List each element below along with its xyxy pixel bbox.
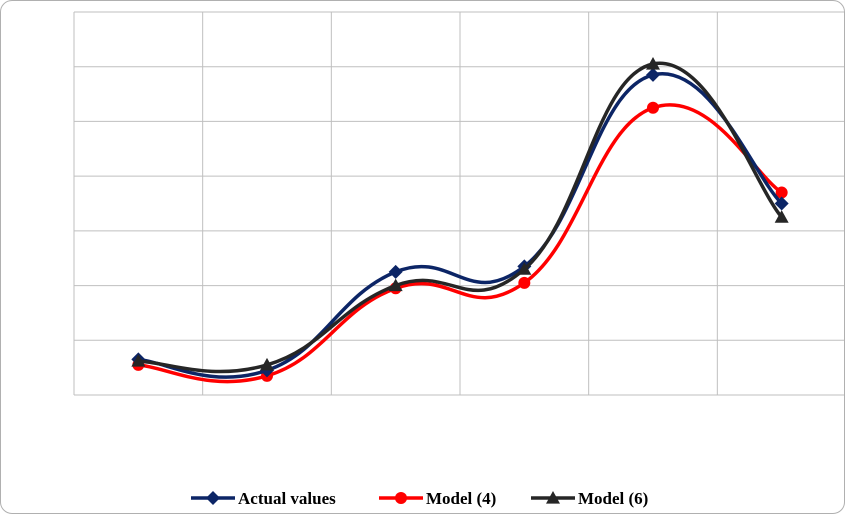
- legend: Actual values Model (4) Model (6): [191, 489, 648, 508]
- data-point: [260, 357, 274, 371]
- legend-label: Model (4): [426, 489, 496, 508]
- data-point: [774, 196, 789, 211]
- data-point: [646, 67, 660, 82]
- legend-label: Model (6): [578, 489, 648, 508]
- data-point: [388, 278, 403, 292]
- legend-marker: [395, 492, 407, 504]
- gridlines: [73, 11, 844, 396]
- data-point: [775, 186, 788, 199]
- legend-item: Model (6): [531, 489, 648, 508]
- data-point: [774, 210, 789, 223]
- series-layer: [131, 56, 789, 384]
- legend-marker: [206, 491, 220, 505]
- legend-item: Model (4): [379, 489, 496, 508]
- data-point: [131, 354, 146, 367]
- series-3: [131, 56, 789, 374]
- data-point: [518, 276, 531, 289]
- data-point: [517, 262, 532, 275]
- data-point: [646, 56, 660, 70]
- data-point: [647, 101, 659, 114]
- legend-item: Actual values: [191, 489, 336, 508]
- data-point: [388, 264, 403, 279]
- legend-label: Actual values: [238, 489, 336, 508]
- legend-marker: [546, 491, 560, 504]
